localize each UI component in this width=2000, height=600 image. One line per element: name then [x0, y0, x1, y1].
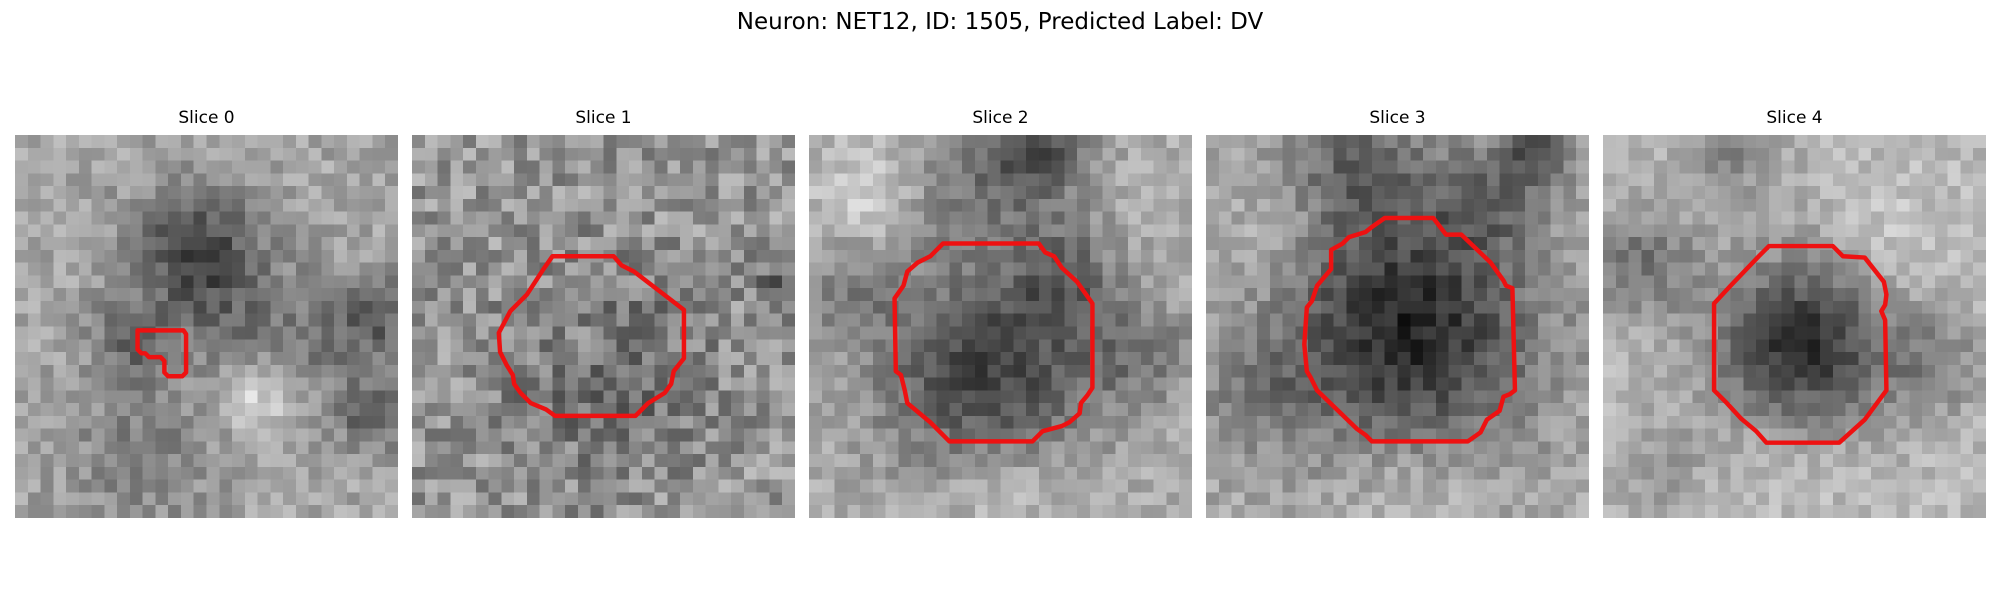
- slice-image-1: [412, 135, 795, 518]
- slice-image-2: [809, 135, 1192, 518]
- cell-contour: [496, 254, 687, 419]
- slice-title-2: Slice 2: [972, 108, 1029, 128]
- cell-contour: [135, 328, 189, 379]
- slice-panel-0: Slice 0: [15, 108, 398, 518]
- slice-image-3: [1206, 135, 1589, 518]
- slice-title-3: Slice 3: [1369, 108, 1426, 128]
- pixel-grid: [412, 135, 795, 518]
- slice-panel-1: Slice 1: [412, 108, 795, 518]
- pixel-grid: [809, 135, 1192, 518]
- pixel-grid: [1206, 135, 1589, 518]
- cell-contour: [1302, 215, 1518, 444]
- slice-panel-4: Slice 4: [1603, 108, 1986, 518]
- pixel-grid: [1603, 135, 1986, 518]
- slice-title-1: Slice 1: [575, 108, 632, 128]
- pixel-grid: [15, 135, 398, 518]
- slice-image-4: [1603, 135, 1986, 518]
- slice-image-0: [15, 135, 398, 518]
- slice-panel-3: Slice 3: [1206, 108, 1589, 518]
- cell-contour: [892, 241, 1095, 444]
- slice-title-0: Slice 0: [178, 108, 235, 128]
- cell-contour: [1711, 243, 1889, 445]
- slice-panel-2: Slice 2: [809, 108, 1192, 518]
- slice-title-4: Slice 4: [1766, 108, 1823, 128]
- figure-title: Neuron: NET12, ID: 1505, Predicted Label…: [736, 9, 1264, 35]
